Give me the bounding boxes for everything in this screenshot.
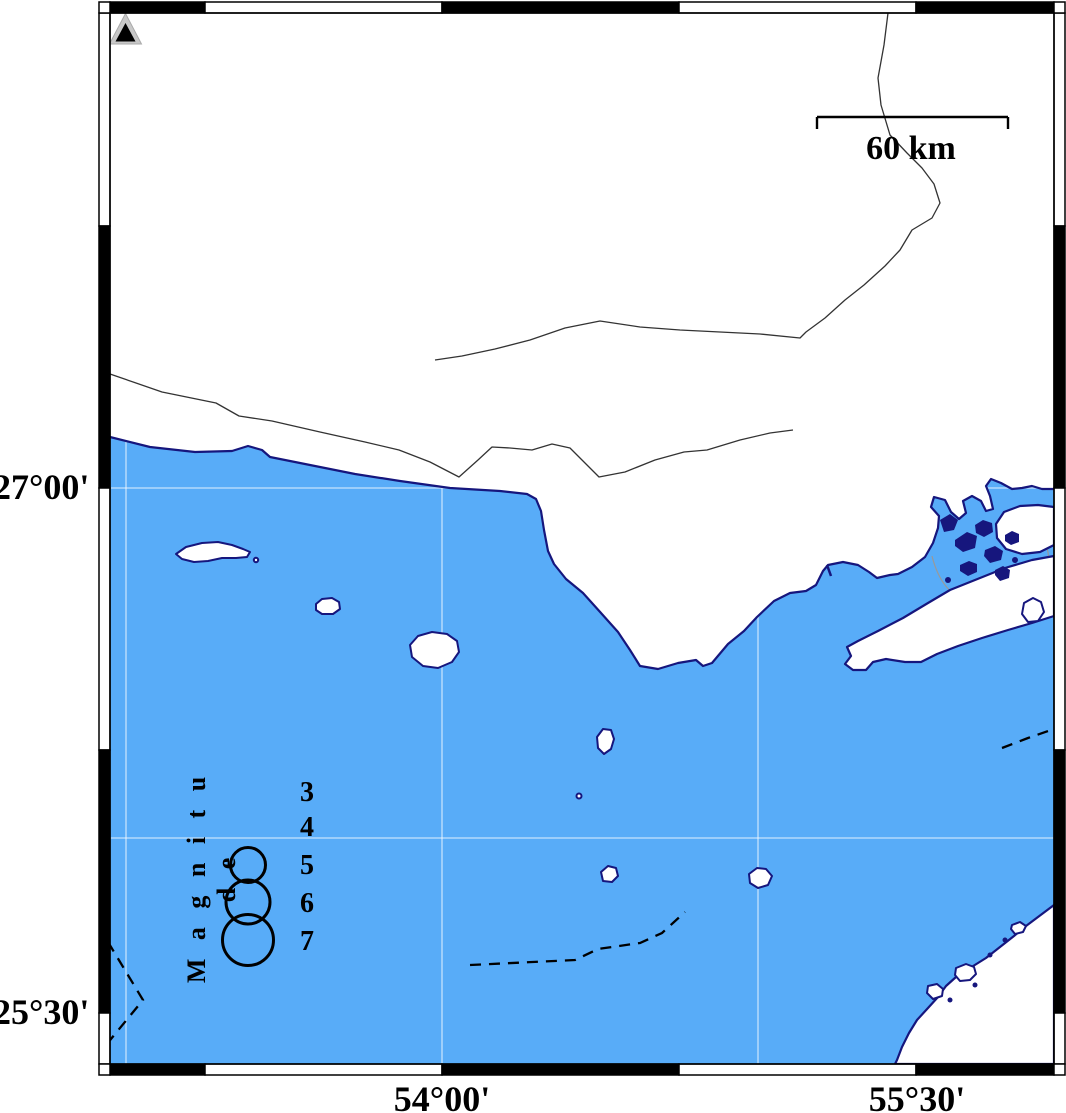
road-north (434, 12, 941, 361)
frame-corner (1053, 1063, 1066, 1076)
frame-seg (1053, 225, 1066, 489)
coast-speck (972, 982, 978, 988)
legend-magnitude-6: 6 (300, 888, 314, 919)
legend-title: M a g n i t u d e (182, 770, 241, 984)
sea-area (110, 437, 1054, 1064)
musandam-islet-1 (1010, 921, 1027, 935)
mangrove-blob (1005, 531, 1019, 545)
magnitude-circle-7 (221, 913, 275, 967)
mangrove-blob (955, 532, 977, 552)
mangrove-blob (984, 546, 1003, 563)
island-hendorabi (315, 597, 341, 615)
island-sirri (600, 865, 619, 883)
mangrove-blob (995, 566, 1010, 581)
frame-seg (1053, 12, 1066, 227)
frame-seg (98, 1012, 111, 1065)
island-forur (596, 728, 615, 755)
mangrove-dot (945, 577, 951, 583)
coast-speck (947, 997, 953, 1003)
musandam-islet-2 (954, 963, 977, 982)
magnitude-circle-5 (229, 846, 267, 884)
frame-seg (1053, 1012, 1066, 1065)
frame-corner (98, 1, 111, 14)
frame-seg (98, 749, 111, 1014)
frame-seg (915, 1, 1055, 14)
musandam-islet-3 (926, 983, 944, 1000)
frame-seg (1053, 487, 1066, 751)
lat-label-2530N: 25°30' (0, 992, 90, 1032)
station-triangle-marker (108, 12, 143, 45)
coast-spur (825, 564, 833, 577)
mangrove-dot (1012, 557, 1018, 563)
scale-bar (815, 115, 1010, 129)
frame-seg (441, 1063, 680, 1076)
legend-magnitude-5: 5 (300, 850, 314, 881)
frame-corner (98, 1063, 111, 1076)
mangrove-blob (975, 520, 993, 537)
coast-speck (987, 952, 993, 958)
frame-seg (204, 1063, 443, 1076)
magnitude-legend-circles (221, 846, 275, 967)
mainland-coastline (109, 435, 1054, 671)
frame-seg (98, 487, 111, 751)
coast-speck (1002, 937, 1008, 943)
frame-seg (678, 1063, 917, 1076)
mangrove-blob (940, 514, 958, 532)
roads (109, 12, 941, 478)
frame-seg (1053, 749, 1066, 1014)
road-coastal (109, 373, 794, 478)
lon-label-5530E: 55°30' (868, 1079, 966, 1113)
qeshm-island (843, 554, 1056, 672)
frame-seg (204, 1, 443, 14)
north-peninsula (994, 503, 1056, 556)
island-lavan (175, 541, 251, 563)
frame-seg (109, 1, 206, 14)
frame-seg (98, 12, 111, 227)
frame-inner-border (109, 12, 1055, 1065)
islet-dot-2 (575, 792, 583, 800)
legend-magnitude-4: 4 (300, 812, 314, 843)
map-frame (98, 1, 1066, 1076)
mangrove-blob (960, 561, 977, 576)
boundary-dash-west (105, 941, 145, 1046)
islands (175, 541, 1045, 1000)
frame-seg (915, 1063, 1055, 1076)
legend-magnitude-3: 3 (300, 777, 314, 808)
lat-label-27N: 27°00' (0, 467, 90, 507)
scale-bar-label: 60 km (866, 130, 956, 167)
frame-seg (109, 1063, 206, 1076)
island-kish (409, 631, 460, 669)
maritime-boundaries (105, 727, 1055, 1046)
legend-magnitude-7: 7 (300, 926, 314, 957)
triangle-inner (115, 23, 136, 42)
frame-seg (441, 1, 680, 14)
island-hengam (1021, 597, 1045, 623)
frame-seg (98, 225, 111, 489)
frame-seg (678, 1, 917, 14)
magnitude-circle-6 (224, 878, 272, 926)
sea-fill (110, 437, 1054, 1064)
island-tunb (748, 867, 773, 889)
lon-label-54E: 54°00' (393, 1079, 491, 1113)
frame-corner (1053, 1, 1066, 14)
boundary-dash-east (1001, 727, 1055, 750)
islet-dot-1 (252, 556, 260, 564)
mangrove-cluster (940, 514, 1019, 1003)
